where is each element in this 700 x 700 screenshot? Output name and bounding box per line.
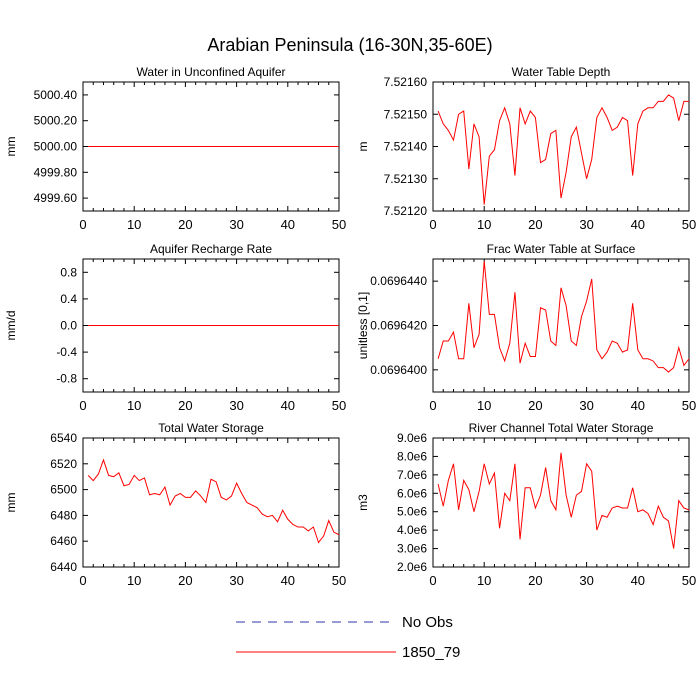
y-tick-label: 6440 [50, 560, 77, 574]
y-tick-label: 0.4 [60, 292, 77, 306]
y-tick-label: 0.0 [60, 319, 77, 333]
x-tick-label: 10 [127, 217, 141, 232]
y-tick-label: 7.52150 [384, 107, 428, 121]
y-tick-label: -0.4 [56, 345, 77, 359]
x-tick-label: 40 [281, 573, 295, 588]
chart-panel-4: Frac Water Table at Surface 0 10 20 30 40 50 0.… [356, 242, 696, 413]
x-tick-label: 40 [631, 398, 645, 413]
y-tick-label: 6520 [50, 457, 77, 471]
x-tick-label: 20 [178, 217, 192, 232]
x-tick-label: 40 [631, 573, 645, 588]
legend: No Obs 1850_79 [236, 614, 460, 661]
y-axis-label: mm [4, 493, 18, 513]
y-axis-label: m3 [356, 494, 370, 511]
panel-title: Frac Water Table at Surface [487, 242, 636, 256]
x-tick-label: 20 [528, 217, 542, 232]
x-tick-label: 50 [332, 398, 346, 413]
y-tick-label: 8.0e6 [397, 449, 427, 463]
x-tick-label: 50 [682, 398, 696, 413]
x-tick-label: 30 [229, 217, 243, 232]
y-axis-label: m [356, 142, 370, 152]
y-tick-label: 6460 [50, 534, 77, 548]
y-axis-label: mm/d [4, 311, 18, 341]
y-tick-label: 5.0e6 [397, 505, 427, 519]
panels: Water in Unconfined Aquifer 0 10 20 30 40 50 49… [4, 65, 696, 588]
x-tick-label: 10 [127, 573, 141, 588]
y-tick-label: 6500 [50, 483, 77, 497]
panel-title: Water in Unconfined Aquifer [137, 65, 286, 79]
x-tick-label: 40 [281, 398, 295, 413]
series-line-1850-79 [437, 452, 690, 549]
x-tick-label: 30 [229, 398, 243, 413]
panel-title: River Channel Total Water Storage [469, 421, 654, 435]
y-tick-label: 2.0e6 [397, 560, 427, 574]
x-tick-label: 20 [178, 573, 192, 588]
y-tick-label: 6480 [50, 508, 77, 522]
series-line-1850-79 [437, 261, 690, 373]
y-tick-label: 0.8 [60, 265, 77, 279]
x-tick-label: 20 [178, 398, 192, 413]
x-tick-label: 10 [477, 573, 491, 588]
plot-frame [82, 437, 340, 568]
x-tick-label: 30 [579, 573, 593, 588]
x-tick-label: 50 [682, 573, 696, 588]
series-line-1850-79 [87, 458, 340, 544]
y-tick-label: 0.0696440 [370, 274, 427, 288]
panel-title: Aquifer Recharge Rate [150, 242, 272, 256]
y-tick-label: 4999.80 [34, 165, 78, 179]
x-tick-label: 40 [631, 217, 645, 232]
x-tick-label: 50 [332, 573, 346, 588]
y-axis-label: unitless [0,1] [356, 292, 370, 359]
y-tick-label: 4.0e6 [397, 523, 427, 537]
chart-panel-1: Water in Unconfined Aquifer 0 10 20 30 40 50 49… [4, 65, 346, 232]
x-tick-label: 0 [429, 573, 436, 588]
x-tick-label: 50 [332, 217, 346, 232]
x-tick-label: 0 [79, 573, 86, 588]
y-tick-label: 7.52130 [384, 172, 428, 186]
x-tick-label: 30 [579, 398, 593, 413]
x-tick-label: 20 [528, 573, 542, 588]
legend-label-no-obs: No Obs [402, 614, 453, 631]
legend-label-1850-79: 1850_79 [402, 644, 460, 661]
x-tick-label: 20 [528, 398, 542, 413]
y-tick-label: 4999.60 [34, 191, 78, 205]
y-tick-label: 0.0696420 [370, 319, 427, 333]
chart-panel-2: Water Table Depth 0 10 20 30 40 50 7.52120 7.521… [356, 65, 696, 232]
x-tick-label: 0 [429, 398, 436, 413]
y-tick-label: 5000.00 [34, 140, 78, 154]
y-tick-label: -0.8 [56, 372, 77, 386]
y-tick-label: 7.52120 [384, 204, 428, 218]
x-tick-label: 40 [281, 217, 295, 232]
panel-title: Water Table Depth [512, 65, 611, 79]
x-tick-label: 0 [79, 398, 86, 413]
plot-frame [432, 437, 690, 568]
chart-panel-3: Aquifer Recharge Rate 0 10 20 30 40 50 -0.8 -0.4… [4, 242, 346, 413]
x-tick-label: 10 [477, 217, 491, 232]
y-tick-label: 3.0e6 [397, 542, 427, 556]
x-tick-label: 0 [79, 217, 86, 232]
x-tick-label: 30 [579, 217, 593, 232]
chart-panel-6: River Channel Total Water Storage 0 10 20 30… [356, 421, 696, 588]
panel-title: Total Water Storage [158, 421, 264, 435]
y-tick-label: 6.0e6 [397, 486, 427, 500]
y-tick-label: 7.52160 [384, 75, 428, 89]
x-tick-label: 10 [127, 398, 141, 413]
figure-title: Arabian Peninsula (16-30N,35-60E) [207, 35, 492, 55]
x-tick-label: 10 [477, 398, 491, 413]
y-tick-label: 7.0e6 [397, 468, 427, 482]
x-tick-label: 50 [682, 217, 696, 232]
y-tick-label: 5000.40 [34, 88, 78, 102]
series-line-1850-79 [437, 94, 689, 205]
y-tick-label: 7.52140 [384, 140, 428, 154]
y-tick-label: 6540 [50, 431, 77, 445]
y-axis-label: mm [4, 137, 18, 157]
y-tick-label: 0.0696400 [370, 363, 427, 377]
x-tick-label: 30 [229, 573, 243, 588]
y-tick-label: 5000.20 [34, 114, 78, 128]
y-tick-label: 9.0e6 [397, 431, 427, 445]
chart-panel-5: Total Water Storage 0 10 20 30 40 50 6440 6460 64… [4, 421, 346, 588]
x-tick-label: 0 [429, 217, 436, 232]
